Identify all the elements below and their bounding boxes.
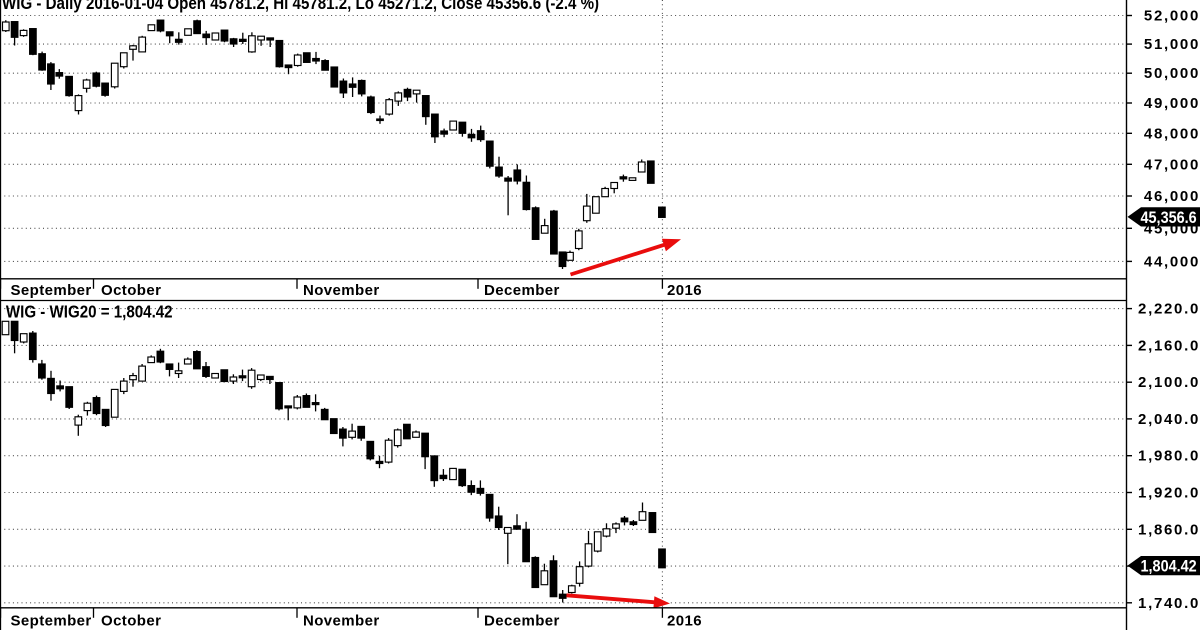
- svg-text:51,000: 51,000: [1144, 36, 1200, 53]
- svg-text:1,804.42: 1,804.42: [1141, 558, 1197, 576]
- svg-text:2,100.0: 2,100.0: [1138, 374, 1200, 391]
- svg-text:1,980.0: 1,980.0: [1138, 448, 1200, 465]
- svg-text:WIG - WIG20 = 1,804.42: WIG - WIG20 = 1,804.42: [6, 301, 173, 322]
- svg-text:2016: 2016: [667, 282, 702, 299]
- svg-text:49,000: 49,000: [1144, 95, 1200, 112]
- svg-text:2016: 2016: [667, 612, 702, 629]
- svg-text:2,220.0: 2,220.0: [1138, 301, 1200, 318]
- svg-text:September: September: [11, 612, 92, 629]
- svg-text:October: October: [101, 612, 161, 629]
- svg-text:52,000: 52,000: [1144, 8, 1200, 25]
- svg-text:1,920.0: 1,920.0: [1138, 485, 1200, 502]
- svg-text:2,160.0: 2,160.0: [1138, 337, 1200, 354]
- svg-text:47,000: 47,000: [1144, 156, 1200, 173]
- svg-text:November: November: [303, 282, 380, 299]
- svg-text:45,356.6: 45,356.6: [1141, 209, 1197, 227]
- svg-text:October: October: [101, 282, 161, 299]
- svg-text:1,740.0: 1,740.0: [1138, 595, 1200, 612]
- svg-text:September: September: [11, 282, 92, 299]
- svg-text:44,000: 44,000: [1144, 253, 1200, 270]
- svg-text:2,040.0: 2,040.0: [1138, 411, 1200, 428]
- svg-text:November: November: [303, 612, 380, 629]
- svg-text:48,000: 48,000: [1144, 125, 1200, 142]
- svg-text:December: December: [484, 282, 560, 299]
- svg-text:46,000: 46,000: [1144, 188, 1200, 205]
- svg-text:50,000: 50,000: [1144, 65, 1200, 82]
- svg-text:1,860.0: 1,860.0: [1138, 521, 1200, 538]
- svg-text:December: December: [484, 612, 560, 629]
- svg-text:WIG - Daily 2016-01-04 Open 45: WIG - Daily 2016-01-04 Open 45781.2, Hi …: [2, 0, 599, 13]
